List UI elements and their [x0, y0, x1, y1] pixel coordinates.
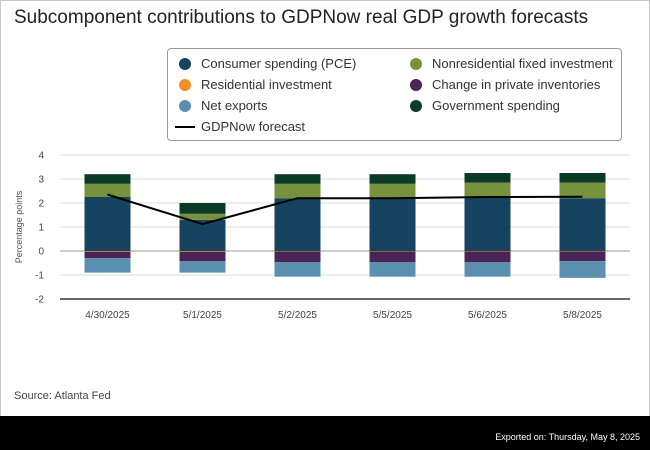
bar-segment [559, 173, 606, 183]
legend-label-netexports: Net exports [201, 98, 268, 113]
bar-segment [369, 183, 416, 199]
bar-segment [179, 213, 226, 220]
legend-item-netexports[interactable]: Net exports [179, 98, 267, 113]
bar-segment [179, 251, 226, 262]
bar-segment [559, 198, 606, 251]
bar-segment [464, 197, 511, 251]
bar-segment [84, 197, 131, 251]
bar-segment [179, 203, 226, 214]
bar-segment [464, 182, 511, 197]
legend-label-gdpnow: GDPNow forecast [201, 119, 306, 134]
y-tick-label: 2 [38, 199, 44, 210]
y-tick-label: -2 [35, 295, 44, 306]
bar-segment [369, 251, 416, 252]
bar-segment [559, 251, 606, 262]
bar-segment [369, 174, 416, 184]
y-tick-label: -1 [35, 271, 44, 282]
x-tick-label: 5/1/2025 [183, 310, 222, 321]
bar-segment [559, 261, 606, 278]
x-tick-label: 5/6/2025 [468, 310, 507, 321]
bar-segment [274, 262, 321, 277]
export-date: Exported on: Thursday, May 8, 2025 [495, 432, 640, 442]
legend-swatch-residential [179, 78, 191, 91]
source-note: Source: Atlanta Fed [14, 390, 111, 402]
legend-label-inventories: Change in private inventories [432, 77, 601, 92]
legend-label-nonres: Nonresidential fixed investment [432, 56, 613, 71]
legend: Consumer spending (PCE) Nonresidential f… [167, 48, 622, 141]
bar-segment [369, 262, 416, 277]
bar-segment [179, 251, 226, 252]
x-tick-label: 5/8/2025 [563, 310, 602, 321]
bar-segment [559, 251, 606, 252]
legend-item-nonres[interactable]: Nonresidential fixed investment [410, 56, 613, 71]
bar-segment [464, 262, 511, 277]
bar-segment [84, 251, 131, 259]
bar-segment [559, 182, 606, 199]
bar-segment [84, 174, 131, 184]
legend-item-government[interactable]: Government spending [410, 98, 560, 113]
bar-segment [464, 173, 511, 183]
legend-item-gdpnow[interactable]: GDPNow forecast [175, 119, 305, 134]
y-axis-label: Percentage points [14, 190, 24, 263]
chart-title: Subcomponent contributions to GDPNow rea… [14, 7, 589, 28]
legend-item-pce[interactable]: Consumer spending (PCE) [179, 56, 356, 71]
bar-segment [274, 174, 321, 184]
bar-segment [84, 258, 131, 273]
bar-segment [464, 251, 511, 252]
bar-segment [274, 251, 321, 252]
bar-segment [464, 251, 511, 263]
bar-segment [274, 198, 321, 251]
gdpnow-forecast-line [107, 193, 583, 226]
legend-item-residential[interactable]: Residential investment [179, 77, 332, 92]
y-tick-label: 0 [38, 247, 44, 258]
footer-bar: Exported on: Thursday, May 8, 2025 [0, 416, 650, 450]
legend-item-inventories[interactable]: Change in private inventories [410, 77, 600, 92]
legend-label-pce: Consumer spending (PCE) [201, 56, 357, 71]
legend-swatch-pce [179, 57, 191, 70]
legend-label-government: Government spending [432, 98, 560, 113]
legend-swatch-gdpnow [175, 125, 195, 128]
legend-label-residential: Residential investment [201, 77, 332, 92]
bar-segment [274, 183, 321, 199]
legend-swatch-nonres [410, 57, 422, 70]
bar-segment [369, 251, 416, 263]
legend-swatch-government [410, 99, 422, 112]
bar-segment [84, 251, 131, 252]
y-tick-label: 4 [38, 151, 44, 162]
y-tick-label: 1 [38, 223, 44, 234]
x-tick-label: 4/30/2025 [85, 310, 130, 321]
x-tick-label: 5/2/2025 [278, 310, 317, 321]
bar-segment [84, 183, 131, 197]
y-tick-label: 3 [38, 175, 44, 186]
bar-segment [369, 198, 416, 251]
bar-segment [179, 261, 226, 273]
x-tick-label: 5/5/2025 [373, 310, 412, 321]
bar-segment [274, 251, 321, 263]
legend-swatch-inventories [410, 78, 422, 91]
legend-swatch-netexports [179, 99, 191, 112]
